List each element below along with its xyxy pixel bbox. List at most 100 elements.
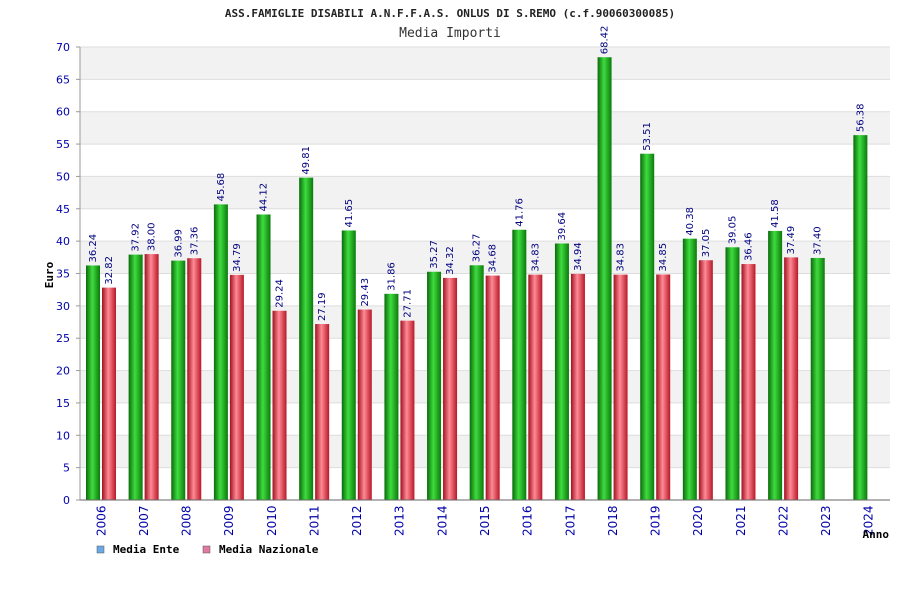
- bar-media-ente: [853, 135, 868, 500]
- value-label-media-nazionale: 34.32: [445, 246, 456, 275]
- y-tick-label: 20: [56, 365, 70, 378]
- y-tick-label: 25: [56, 332, 70, 345]
- bar-media-ente: [384, 293, 399, 500]
- value-label-media-ente: 41.65: [344, 199, 355, 228]
- bar-media-ente: [682, 238, 697, 500]
- bar-media-ente: [299, 177, 314, 500]
- value-label-media-nazionale: 27.71: [402, 289, 413, 318]
- x-tick-label: 2013: [393, 505, 407, 536]
- value-label-media-ente: 49.81: [301, 146, 312, 175]
- x-tick-label: 2023: [819, 505, 833, 536]
- bar-media-nazionale: [144, 254, 159, 500]
- x-tick-label: 2012: [350, 505, 364, 536]
- grid-band: [80, 47, 890, 80]
- y-tick-label: 55: [56, 138, 70, 151]
- bar-media-ente: [554, 243, 569, 500]
- value-label-media-nazionale: 32.82: [104, 256, 115, 285]
- value-label-media-ente: 45.68: [216, 173, 227, 202]
- bar-media-nazionale: [400, 320, 415, 500]
- value-label-media-ente: 36.99: [173, 229, 184, 258]
- bar-media-ente: [341, 230, 356, 500]
- bar-media-ente: [86, 265, 100, 500]
- x-tick-label: 2017: [563, 505, 577, 536]
- grid-band: [80, 79, 890, 112]
- value-label-media-nazionale: 29.24: [275, 279, 286, 308]
- x-tick-label: 2010: [265, 505, 279, 536]
- bar-media-nazionale: [102, 287, 116, 500]
- bar-media-ente: [768, 230, 783, 500]
- value-label-media-nazionale: 37.36: [189, 227, 200, 256]
- value-label-media-ente: 36.24: [88, 234, 99, 263]
- legend: Media Ente Media Nazionale: [96, 543, 319, 556]
- value-label-media-nazionale: 34.85: [658, 243, 669, 272]
- value-label-media-nazionale: 37.49: [786, 226, 797, 255]
- chart-subtitle: Media Importi: [399, 26, 501, 41]
- bar-media-nazionale: [443, 277, 458, 500]
- y-tick-label: 70: [56, 41, 70, 54]
- x-tick-label: 2020: [691, 505, 705, 536]
- y-tick-label: 10: [56, 429, 70, 442]
- legend-label-media-nazionale: Media Nazionale: [219, 543, 319, 556]
- y-tick-label: 0: [63, 494, 70, 507]
- value-label-media-nazionale: 34.83: [530, 243, 541, 272]
- bar-media-ente: [640, 153, 655, 500]
- value-label-media-ente: 56.38: [855, 104, 866, 133]
- bar-media-ente: [213, 204, 228, 501]
- x-tick-label: 2008: [180, 505, 194, 536]
- x-tick-label: 2024: [862, 505, 876, 536]
- x-tick-label: 2006: [94, 505, 108, 536]
- bar-media-nazionale: [485, 275, 500, 500]
- chart-title: ASS.FAMIGLIE DISABILI A.N.F.F.A.S. ONLUS…: [225, 7, 675, 20]
- bar-media-nazionale: [698, 260, 713, 500]
- bar-media-ente: [128, 254, 143, 500]
- value-label-media-ente: 44.12: [259, 183, 270, 212]
- bar-media-ente: [512, 229, 527, 500]
- value-label-media-ente: 41.76: [514, 198, 525, 227]
- value-label-media-nazionale: 36.46: [743, 232, 754, 261]
- grid-band: [80, 176, 890, 209]
- bar-media-nazionale: [315, 324, 330, 500]
- y-tick-label: 30: [56, 300, 70, 313]
- x-tick-label: 2018: [606, 505, 620, 536]
- bar-media-ente: [597, 57, 612, 501]
- y-tick-label: 45: [56, 203, 70, 216]
- bar-media-nazionale: [784, 257, 799, 500]
- value-label-media-ente: 31.86: [386, 262, 397, 291]
- x-tick-label: 2007: [137, 505, 151, 536]
- legend-swatch-media-nazionale: [202, 545, 211, 554]
- value-label-media-nazionale: 34.68: [488, 244, 499, 273]
- bar-media-ente: [427, 271, 442, 500]
- value-label-media-nazionale: 34.79: [232, 243, 243, 272]
- value-label-media-ente: 68.42: [600, 26, 611, 55]
- x-tick-label: 2021: [734, 505, 748, 536]
- bar-media-nazionale: [357, 309, 372, 500]
- bar-media-nazionale: [570, 273, 585, 500]
- x-axis-ticks: 2006 2007 2008 2009 2010 2011 2012 2013 2014 2015…: [94, 505, 875, 536]
- y-tick-label: 40: [56, 235, 70, 248]
- bar-media-nazionale: [187, 258, 202, 500]
- bar-media-nazionale: [229, 274, 244, 500]
- y-axis-ticks: 0 5 10 15 20 25 30 35 40 45 50 55 60 65 70: [56, 41, 80, 507]
- y-tick-label: 65: [56, 73, 70, 86]
- value-label-media-nazionale: 37.05: [701, 229, 712, 258]
- y-tick-label: 5: [63, 462, 70, 475]
- x-tick-label: 2016: [521, 505, 535, 536]
- value-labels: 36.24 32.82 37.92 38.00 36.99 37.36 45.68 34.79…: [88, 26, 866, 321]
- x-tick-label: 2015: [478, 505, 492, 536]
- y-tick-label: 60: [56, 106, 70, 119]
- bar-media-nazionale: [741, 264, 756, 500]
- x-tick-label: 2014: [435, 505, 449, 536]
- value-label-media-ente: 39.05: [727, 216, 738, 245]
- legend-label-media-ente: Media Ente: [113, 543, 180, 556]
- value-label-media-ente: 41.58: [770, 199, 781, 228]
- x-tick-label: 2009: [222, 505, 236, 536]
- grid-band: [80, 111, 890, 145]
- value-label-media-ente: 37.40: [813, 226, 824, 255]
- bar-media-nazionale: [656, 274, 671, 500]
- bar-media-nazionale: [613, 274, 628, 500]
- value-label-media-ente: 40.38: [685, 207, 696, 236]
- legend-swatch-media-ente: [96, 545, 105, 554]
- bar-media-ente: [171, 260, 186, 500]
- bar-media-ente: [810, 257, 825, 500]
- value-label-media-nazionale: 34.94: [573, 242, 584, 271]
